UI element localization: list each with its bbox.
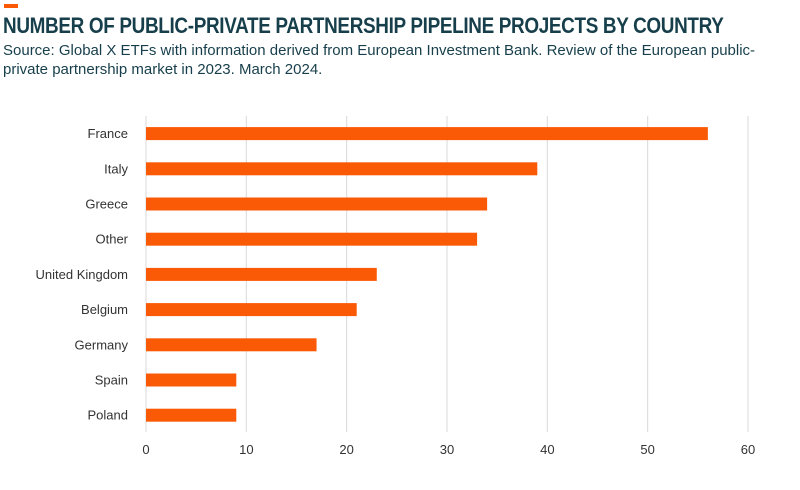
category-labels: France Italy Greece Other United Kingdom Belg… (36, 126, 129, 423)
x-tick-label: 10 (239, 442, 253, 457)
x-tick-label: 30 (440, 442, 454, 457)
category-label: Poland (88, 408, 128, 423)
bar-germany (146, 338, 317, 352)
category-label: Other (95, 232, 128, 247)
bar-belgium (146, 303, 357, 317)
x-tick-label: 40 (540, 442, 554, 457)
category-label: Greece (85, 197, 128, 212)
x-tick-label: 50 (640, 442, 654, 457)
category-label: Italy (104, 161, 128, 176)
bars (146, 127, 708, 422)
category-label: United Kingdom (36, 267, 129, 282)
chart-title: NUMBER OF PUBLIC-PRIVATE PARTNERSHIP PIP… (3, 13, 724, 38)
bar-greece (146, 197, 488, 211)
category-label: Spain (95, 373, 128, 388)
category-label: France (88, 126, 128, 141)
category-label: Belgium (81, 302, 128, 317)
x-tick-label: 20 (339, 442, 353, 457)
bar-spain (146, 373, 237, 387)
bar-united-kingdom (146, 267, 377, 281)
bar-other (146, 232, 478, 246)
accent-mark (4, 4, 18, 8)
bar-france (146, 127, 708, 141)
category-label: Germany (75, 337, 129, 352)
x-axis-ticks: 0 10 20 30 40 50 60 (142, 442, 755, 457)
x-tick-label: 60 (741, 442, 755, 457)
bar-poland (146, 408, 237, 422)
chart-source: Source: Global X ETFs with information d… (3, 42, 756, 78)
x-tick-label: 0 (142, 442, 149, 457)
bar-italy (146, 162, 538, 176)
